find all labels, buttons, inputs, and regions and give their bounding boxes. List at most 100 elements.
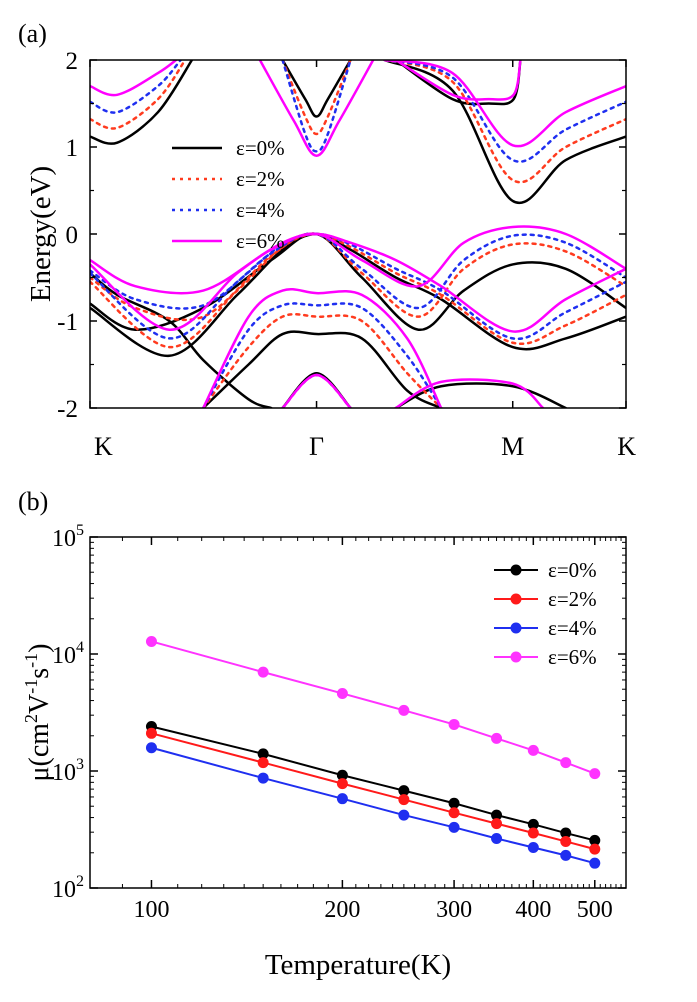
band-structure-plot: -2 -1 0 1 2 K Γ M K Energy(eV) ε=0% ε=2% ε=4% ε=6% xyxy=(25,48,636,461)
data-point xyxy=(560,835,572,847)
data-point xyxy=(145,742,157,754)
data-point xyxy=(398,809,410,821)
band-line xyxy=(383,60,626,205)
band-line xyxy=(90,60,194,145)
series-2 xyxy=(145,742,601,869)
legend-b: ε=0% ε=2% ε=4% ε=6% xyxy=(494,558,597,669)
data-point xyxy=(589,768,601,780)
series-3 xyxy=(145,635,601,780)
band-line xyxy=(90,232,626,341)
data-point xyxy=(257,772,269,784)
data-point xyxy=(589,857,601,869)
x-tick-label: Γ xyxy=(309,432,324,461)
legend-a-label: ε=4% xyxy=(236,198,285,222)
series-0-bands xyxy=(90,60,626,408)
data-point xyxy=(560,827,572,839)
legend-b-marker xyxy=(510,622,522,634)
band-line xyxy=(90,271,273,408)
band-line xyxy=(202,330,443,408)
band-line xyxy=(383,60,626,163)
legend-a-label: ε=0% xyxy=(236,136,285,160)
band-line xyxy=(90,60,182,114)
data-point xyxy=(448,807,460,819)
band-line xyxy=(90,232,626,349)
legend-b-label: ε=2% xyxy=(548,587,597,611)
legend-b-label: ε=0% xyxy=(548,558,597,582)
data-point xyxy=(398,785,410,797)
legend-a: ε=0% ε=2% ε=4% ε=6% xyxy=(172,136,285,253)
data-point xyxy=(257,757,269,769)
data-point xyxy=(448,797,460,809)
legend-a-label: ε=2% xyxy=(236,167,285,191)
legend-a-label: ε=6% xyxy=(236,229,285,253)
legend-b-marker xyxy=(510,651,522,663)
series-line xyxy=(151,640,596,775)
band-line xyxy=(281,373,352,408)
y-axis-label: μ(cm2V-1s-1) xyxy=(21,643,55,781)
band-line xyxy=(258,60,375,157)
band-line xyxy=(90,232,626,333)
band-line xyxy=(394,60,522,101)
bands-group xyxy=(90,60,626,408)
x-tick-label: K xyxy=(617,432,636,461)
legend-b-label: ε=4% xyxy=(548,616,597,640)
y-tick-label: 102 xyxy=(52,873,84,903)
x-tick-label: K xyxy=(94,432,113,461)
y-tick-label: 2 xyxy=(66,48,79,75)
data-point xyxy=(560,757,572,769)
data-point xyxy=(257,666,269,678)
band-line xyxy=(90,232,626,358)
y-tick-label: 0 xyxy=(66,222,79,249)
data-point xyxy=(491,832,503,844)
panel-a-label: (a) xyxy=(18,19,47,48)
band-line xyxy=(281,60,352,153)
y-axis-label: Energy(eV) xyxy=(25,166,57,302)
data-point xyxy=(336,778,348,790)
x-axis-label: Temperature(K) xyxy=(265,949,451,981)
data-point xyxy=(448,821,460,833)
legend-b-label: ε=6% xyxy=(548,645,597,669)
data-point xyxy=(336,769,348,781)
band-line xyxy=(202,287,443,408)
band-line xyxy=(202,302,443,408)
data-point xyxy=(398,704,410,716)
data-point xyxy=(527,744,539,756)
data-point xyxy=(560,849,572,861)
panel-b-label: (b) xyxy=(18,487,48,516)
y-tick-label: 103 xyxy=(52,756,84,786)
band-line xyxy=(90,60,178,97)
x-tick-label: 300 xyxy=(436,897,472,923)
data-point xyxy=(398,794,410,806)
data-point xyxy=(589,834,601,846)
mobility-plot: 102 103 104 105 100 200 300 400 500 Temperature(K… xyxy=(21,522,627,981)
legend-b-marker xyxy=(510,593,522,605)
y-tick-label: 104 xyxy=(52,639,84,669)
y-tick-label: 1 xyxy=(66,135,79,162)
data-point xyxy=(336,687,348,699)
series-0 xyxy=(145,721,601,846)
band-line xyxy=(383,60,626,148)
y-tick-label: -1 xyxy=(57,309,78,336)
data-point xyxy=(527,841,539,853)
series-3-bands xyxy=(90,60,626,408)
x-tick-label: 500 xyxy=(577,897,613,923)
series-1 xyxy=(145,727,601,855)
band-line xyxy=(383,60,626,184)
data-point xyxy=(491,732,503,744)
band-line xyxy=(90,232,626,310)
data-point xyxy=(491,809,503,821)
x-tick-label: M xyxy=(501,432,524,461)
data-point xyxy=(336,793,348,805)
data-point xyxy=(527,827,539,839)
data-point xyxy=(145,727,157,739)
plot-b-frame xyxy=(89,536,627,889)
data-point xyxy=(145,635,157,647)
band-line xyxy=(90,232,626,322)
data-point xyxy=(589,843,601,855)
band-line xyxy=(281,60,352,118)
y-tick-label: 105 xyxy=(52,522,84,552)
data-point xyxy=(527,818,539,830)
band-line xyxy=(202,312,443,408)
data-point xyxy=(257,748,269,760)
